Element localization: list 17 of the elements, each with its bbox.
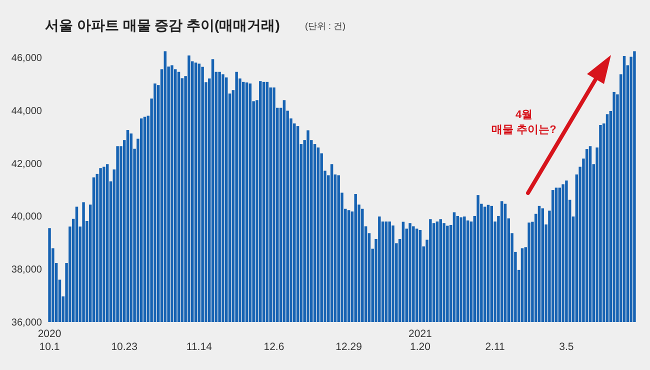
x-tick-label: 2.11 [485,341,506,353]
y-tick-label: 44,000 [11,106,42,117]
y-tick-label: 42,000 [11,158,42,170]
chart-title: 서울 아파트 매물 증감 추이(매매거래) [45,17,280,33]
x-tick-label: 2020 10.1 [38,328,62,353]
x-tick-label: 11.14 [186,341,212,353]
y-tick-label: 46,000 [11,53,42,64]
y-tick-label: 38,000 [11,264,42,276]
x-tick-label: 10.23 [111,341,138,353]
x-tick-label: 12.29 [336,341,362,353]
annotation: 4월 매물 추이는? [492,109,557,136]
chart-subtitle: (단위 : 건) [305,21,346,31]
x-tick-label: 2021 1.20 [408,328,432,353]
y-tick-label: 40,000 [11,212,42,223]
x-tick-label: 3.5 [559,341,574,353]
x-tick-label: 12.6 [264,341,284,353]
y-tick-label: 36,000 [11,318,42,328]
